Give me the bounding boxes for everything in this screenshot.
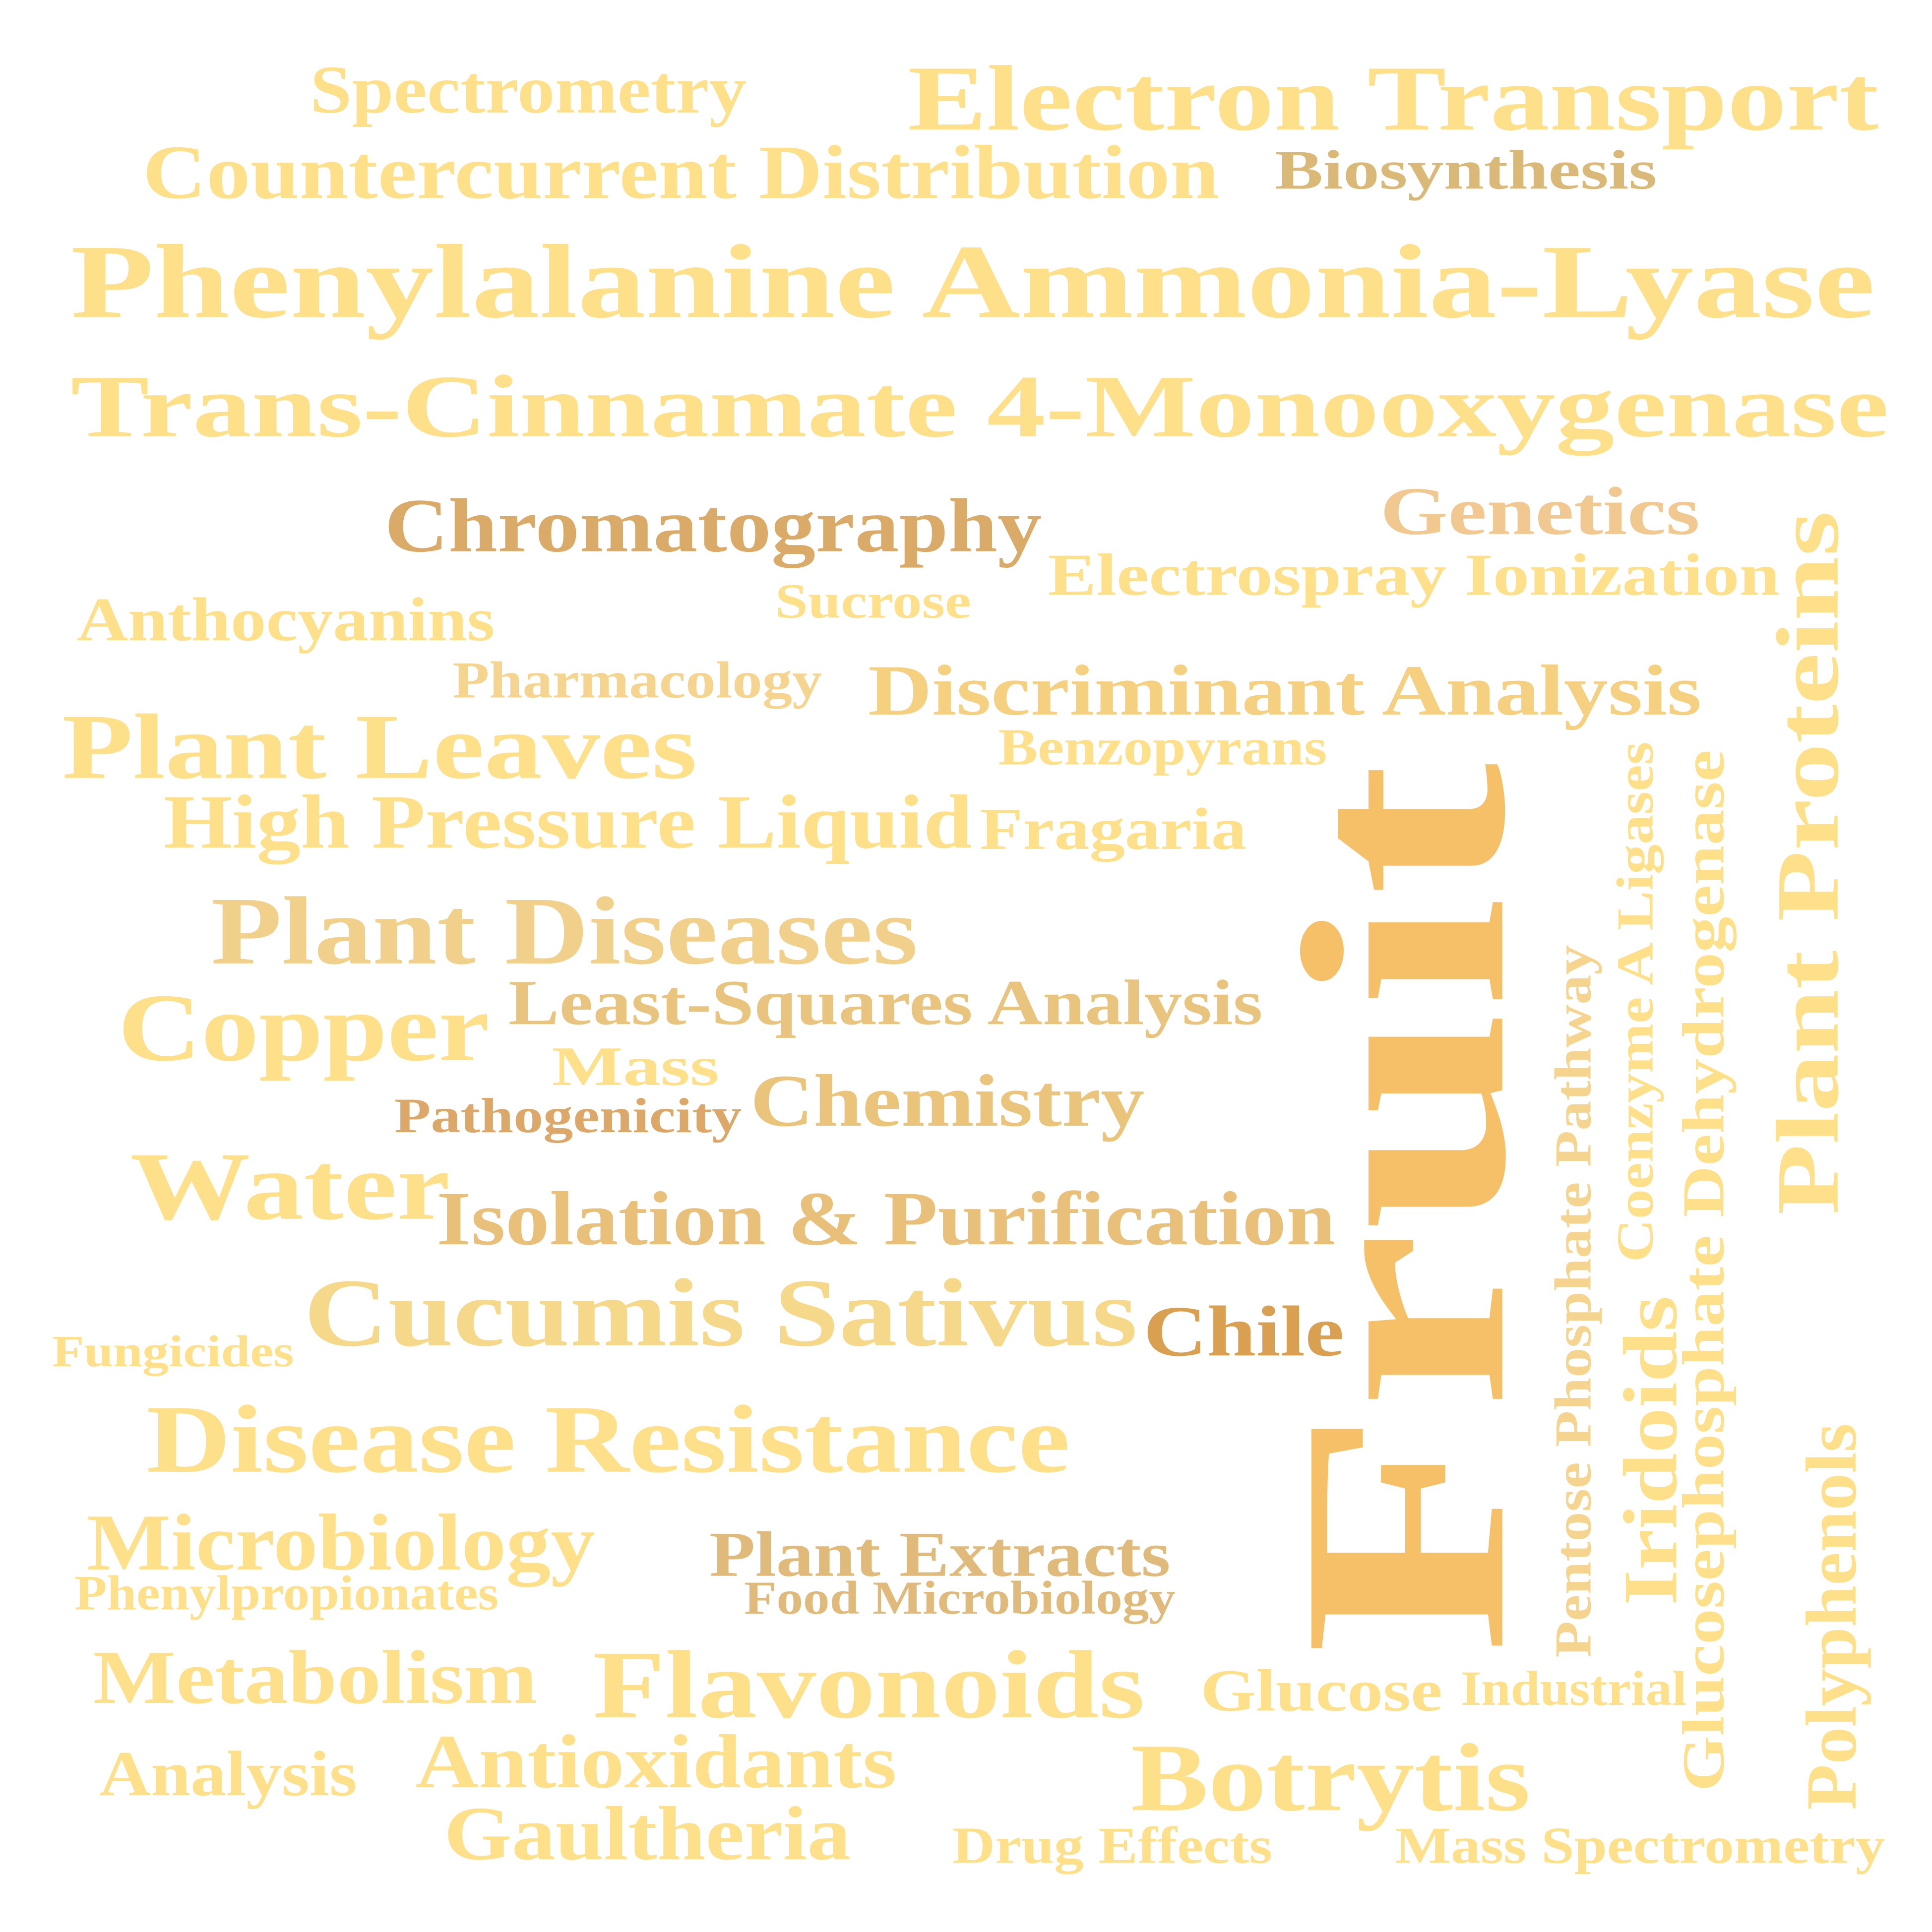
word-chemistry: Chemistry xyxy=(750,1059,1145,1143)
word-microbiology: Microbiology xyxy=(87,1498,595,1587)
word-pathogenicity: Pathogenicity xyxy=(394,1088,742,1144)
word-coenzyme-a-ligases: Coenzyme A Ligases xyxy=(1606,741,1664,1262)
word-genetics: Genetics xyxy=(1380,474,1700,549)
word-fungicides: Fungicides xyxy=(52,1326,294,1376)
word-plant-leaves: Plant Leaves xyxy=(62,695,697,798)
word-glucosephosphate-dehydrogenase: Glucosephosphate Dehydrogenase xyxy=(1670,750,1737,1792)
word-botrytis: Botrytis xyxy=(1131,1724,1531,1832)
word-phenylalanine-ammonia-lyase: Phenylalanine Ammonia-Lyase xyxy=(70,223,1875,340)
word-countercurrent-distribution: Countercurrent Distribution xyxy=(142,129,1219,215)
word-plant-proteins: Plant Proteins xyxy=(1758,511,1857,1215)
word-chromatography: Chromatography xyxy=(384,483,1042,568)
word-electron-transport: Electron Transport xyxy=(908,47,1879,150)
word-discriminant-analysis: Discriminant Analysis xyxy=(868,650,1702,731)
word-drug-effects: Drug Effects xyxy=(952,1816,1272,1874)
word-antioxidants: Antioxidants xyxy=(415,1719,897,1805)
word-copper: Copper xyxy=(118,974,490,1082)
word-benzopyrans: Benzopyrans xyxy=(998,718,1327,776)
word-plant-extracts: Plant Extracts xyxy=(709,1518,1171,1590)
word-electrospray-ionization: Electrospray Ionization xyxy=(1048,542,1780,608)
word-cucumis-sativus: Cucumis Sativus xyxy=(304,1259,1137,1367)
word-spectrometry: Spectrometry xyxy=(310,52,747,128)
word-chile: Chile xyxy=(1143,1291,1344,1372)
word-food-microbiology: Food Microbiology xyxy=(744,1571,1176,1625)
word-gaultheria: Gaultheria xyxy=(444,1791,851,1876)
word-biosynthesis: Biosynthesis xyxy=(1275,139,1657,201)
word-least-squares-analysis: Least-Squares Analysis xyxy=(508,967,1263,1038)
word-analysis: Analysis xyxy=(99,1738,357,1810)
word-phenylpropionates: Phenylpropionates xyxy=(74,1566,499,1621)
word-trans-cinnamate-monooxygenase: Trans-Cinnamate 4-Monooxygenase xyxy=(70,357,1889,456)
word-polyphenols: Polyphenols xyxy=(1791,1423,1872,1810)
word-sucrose: Sucrose xyxy=(775,574,971,629)
word-plant-diseases: Plant Diseases xyxy=(211,877,918,985)
word-metabolism: Metabolism xyxy=(93,1634,537,1720)
word-water: Water xyxy=(130,1133,450,1240)
word-mass-spectrometry: Mass Spectrometry xyxy=(1395,1816,1885,1874)
word-mass: Mass xyxy=(552,1035,720,1097)
word-flavonoids: Flavonoids xyxy=(593,1631,1145,1739)
word-pharmacology: Pharmacology xyxy=(452,651,822,709)
word-iridoids: Iridoids xyxy=(1608,1296,1693,1606)
word-disease-resistance: Disease Resistance xyxy=(146,1386,1070,1493)
word-glucose: Glucose xyxy=(1200,1657,1442,1724)
word-isolation-purification: Isolation & Purification xyxy=(436,1176,1336,1262)
word-pentose-phosphate-pathway: Pentose Phosphate Pathway xyxy=(1544,945,1602,1658)
word-industrial: Industrial xyxy=(1461,1661,1687,1716)
word-anthocyanins: Anthocyanins xyxy=(77,585,495,654)
word-fragaria: Fragaria xyxy=(980,796,1246,862)
word-high-pressure-liquid: High Pressure Liquid xyxy=(164,779,972,865)
